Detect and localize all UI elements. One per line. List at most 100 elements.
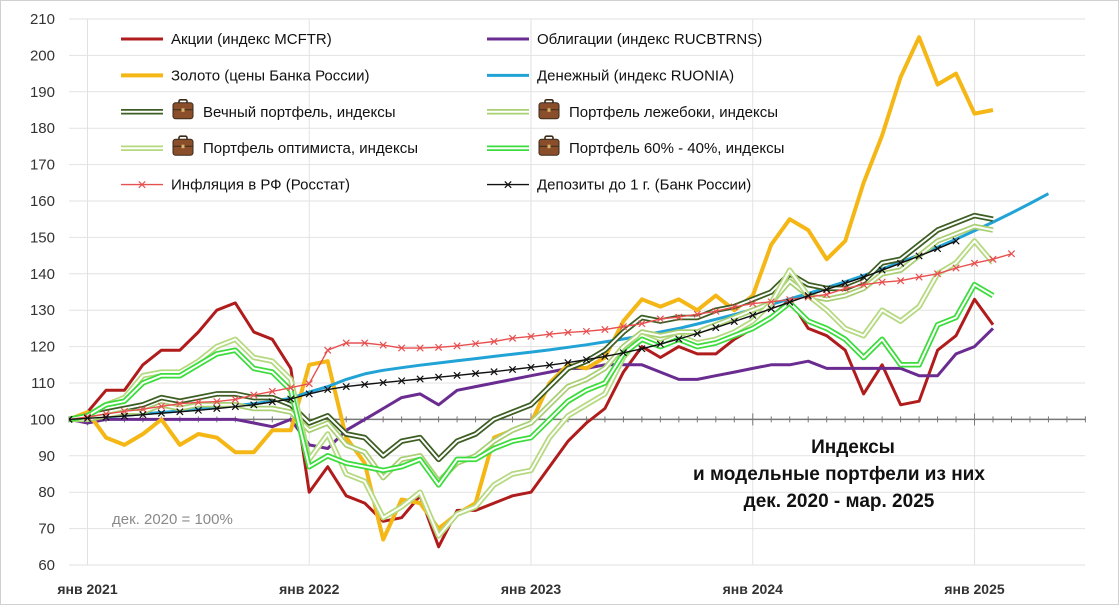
y-tick-label: 190 — [30, 84, 55, 101]
briefcase-icon — [172, 135, 194, 156]
y-tick-label: 140 — [30, 266, 55, 283]
series-10-point — [823, 285, 831, 294]
briefcase-icon — [538, 99, 560, 120]
legend-item-5: Вечный портфель, индексы — [121, 99, 395, 121]
series-10-point — [250, 401, 258, 409]
series-9-point — [656, 315, 664, 323]
series-6-group — [69, 223, 994, 485]
y-tick-label: 150 — [30, 229, 55, 246]
annotations: Индексы и модельные портфели из них дек.… — [112, 437, 985, 528]
series-9-point — [1007, 250, 1016, 258]
series-10-point — [120, 412, 129, 420]
y-tick-label: 70 — [38, 521, 55, 538]
series-9-point — [970, 259, 979, 267]
series-9-point — [250, 391, 258, 399]
legend-label: Инфляция в РФ (Росстат) — [171, 177, 350, 194]
series-9-point — [139, 405, 147, 413]
series-10-point — [102, 413, 110, 421]
series-9-point — [582, 327, 591, 335]
series-10-point — [416, 375, 424, 383]
series-9-point — [471, 340, 480, 348]
series-10-point — [83, 414, 92, 422]
chart-title-line-2: и модельные портфели из них — [693, 464, 985, 485]
series-9-point — [102, 410, 110, 418]
legend-label: Депозиты до 1 г. (Банк России) — [537, 177, 751, 194]
y-tick-label: 160 — [30, 193, 55, 210]
series-9-point — [878, 278, 886, 286]
series-9-point — [268, 387, 276, 395]
series-9-point — [157, 402, 166, 410]
series-10-point — [379, 379, 387, 387]
legend-label: Акции (индекс MCFTR) — [171, 31, 332, 48]
legend-marker-x — [138, 180, 146, 189]
series-2-group — [69, 327, 995, 450]
series-9-point — [952, 264, 960, 272]
y-tick-label: 100 — [30, 411, 55, 428]
series-9-group — [69, 250, 1016, 424]
series-9-point — [453, 342, 461, 350]
series-9-point — [989, 255, 997, 263]
series-9-point — [416, 344, 424, 352]
series-6-line-inner — [69, 225, 994, 483]
legend-item-1: Акции (индекс MCFTR) — [121, 31, 332, 48]
legend-item-4: Денежный (индекс RUONIA) — [487, 67, 734, 84]
series-10-point — [952, 237, 960, 245]
series-9-point — [564, 328, 572, 337]
legend-item-6: Портфель лежебоки, индексы — [487, 99, 778, 121]
series-7-line-inner — [69, 240, 994, 537]
series-10-point — [471, 369, 480, 378]
series-10-point — [398, 377, 406, 385]
series-10-point — [434, 373, 443, 381]
series-9-line — [69, 253, 1012, 421]
series-9-point — [860, 281, 868, 289]
y-tick-label: 210 — [30, 11, 55, 28]
series-9-point — [675, 313, 683, 321]
series-8-group — [69, 281, 995, 488]
y-tick-label: 60 — [38, 557, 55, 574]
y-tick-label: 130 — [30, 302, 55, 319]
legend-label: Вечный портфель, индексы — [203, 104, 395, 121]
series-10-point — [638, 345, 646, 353]
series-10-point — [730, 317, 738, 326]
y-tick-label: 80 — [38, 484, 55, 501]
series-10-point — [231, 403, 239, 411]
series-10-point — [693, 329, 701, 338]
series-10-point — [176, 408, 184, 416]
series-9-point — [693, 310, 701, 318]
series-9-point — [915, 273, 923, 281]
series-9-point — [508, 334, 517, 342]
legend-item-8: Портфель 60% - 40%, индексы — [487, 135, 784, 157]
series-9-point — [619, 322, 628, 331]
series-10-point — [139, 411, 147, 419]
series-1-group — [69, 297, 995, 549]
series-9-point — [933, 270, 942, 278]
series-7-group — [69, 238, 996, 539]
series-9-point — [434, 343, 443, 351]
series-9-point — [194, 398, 202, 406]
series-4-group — [69, 192, 1050, 421]
series-9-point — [638, 320, 646, 328]
chart-title-line-3: дек. 2020 - мар. 2025 — [744, 491, 935, 512]
series-10-point — [915, 252, 923, 260]
series-4-line — [69, 192, 1050, 421]
y-tick-label: 200 — [30, 47, 55, 64]
series-9-point — [231, 395, 239, 404]
series-9-point — [213, 397, 221, 406]
series-5-group — [69, 212, 994, 463]
legend-label: Портфель 60% - 40%, индексы — [569, 140, 784, 157]
series-9-point — [176, 400, 184, 408]
series-9-point — [490, 337, 498, 346]
series-10-line — [69, 240, 957, 421]
series-9-point — [305, 380, 313, 388]
series-10-point — [878, 266, 886, 274]
series-10-point — [749, 311, 757, 319]
series-9-point — [767, 298, 775, 306]
briefcase-icon — [172, 99, 194, 120]
legend-label: Портфель оптимиста, индексы — [203, 140, 418, 157]
legend-label: Золото (цены Банка России) — [171, 67, 370, 84]
legend: Акции (индекс MCFTR) Облигации (индекс RU… — [121, 31, 784, 194]
series-10-point — [69, 415, 73, 424]
legend-item-10: Депозиты до 1 г. (Банк России) — [487, 177, 751, 194]
series-10-point — [453, 371, 461, 379]
